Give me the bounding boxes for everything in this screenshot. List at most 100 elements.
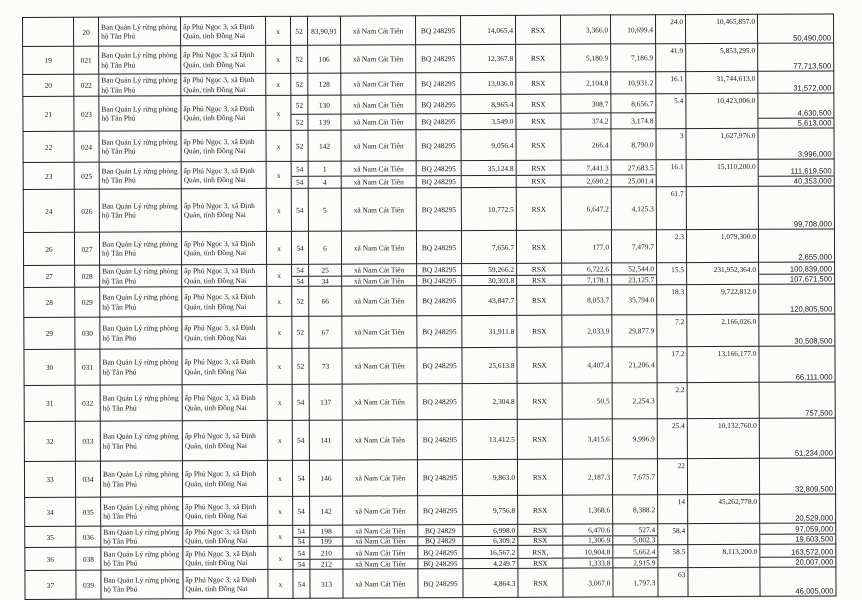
commune-cell: xã Nam Cát Tiên xã Nam Cát Tiên xyxy=(340,94,416,131)
plot-number-cell: 210 212 xyxy=(309,546,343,570)
area: 30,303.8 xyxy=(462,274,517,285)
plot-number: 142 xyxy=(320,506,332,516)
commune: xã Nam Cát Tiên xyxy=(342,274,417,286)
amount: 10,465,857.0 xyxy=(685,14,758,44)
row-number: 30 xyxy=(23,349,76,386)
area: 13,036.0 xyxy=(487,78,514,88)
map-sheet-cell: 54 xyxy=(292,460,310,497)
value-2: 527.4 xyxy=(638,525,656,535)
payment-amount: 51,234,000 xyxy=(794,448,833,458)
map-sheet: 54 xyxy=(296,397,305,407)
row-number: 33 xyxy=(24,461,76,498)
commune: xã Nam Cát Tiên xyxy=(341,112,416,130)
record-code: 029 xyxy=(74,287,100,318)
record-code: 032 xyxy=(75,385,101,422)
land-type-cell: RSX xyxy=(517,383,563,420)
record-code: 035 xyxy=(75,497,101,527)
commune-cell: xã Nam Cát Tiên xyxy=(340,72,416,96)
bq-code-cell: BQ 248295 xyxy=(417,495,463,525)
payment-amount: 40,353,000 xyxy=(758,175,834,186)
value-1-cell: 266.4 xyxy=(560,128,612,161)
amount: 2,166,026.0 xyxy=(686,314,759,347)
row-number: 22 xyxy=(22,131,75,163)
bq-code: BQ 248295 xyxy=(421,54,456,64)
value-1-cell: 6,470.6 1,306.9 xyxy=(562,523,613,546)
bq-code: BQ 248295 xyxy=(421,204,457,214)
land-type: RSX, xyxy=(532,547,549,557)
area-cell: 25,613.8 xyxy=(461,347,518,384)
land-type: RSX xyxy=(531,242,547,252)
owner-name: Ban Quản Lý rừng phòng hộ Tân Phú xyxy=(99,286,182,318)
map-sheet-cell: 52 52 xyxy=(290,95,308,131)
payment-amount: 111,619,500 xyxy=(790,166,832,176)
table-row: 19 021 Ban Quản Lý rừng phòng hộ Tân Phú ấp… xyxy=(22,42,834,75)
land-type: RSX xyxy=(518,557,563,568)
bq-code: BQ 248295 xyxy=(421,265,457,275)
land-type-cell: RSX xyxy=(517,419,563,460)
value-1-cell: 10,904.8 1,333.8 xyxy=(562,544,613,569)
payment-amount: 66,111,000 xyxy=(795,372,833,382)
land-type-cell: RSX xyxy=(515,129,562,161)
record-code: 039 xyxy=(75,570,102,600)
owner-address: ấp Phú Ngọc 3, xã Định Quán, tỉnh Đồng N… xyxy=(181,231,267,265)
payment-amount: 120,805,500 xyxy=(790,304,833,314)
value-1-cell: 50.5 xyxy=(562,382,613,420)
plot-number-cell: 313 xyxy=(309,569,344,599)
commune: xã Nam Cát Tiên xyxy=(354,296,405,306)
land-type: RSX xyxy=(533,525,548,535)
value-1: 1,368.6 xyxy=(587,504,611,515)
value-2: 2,254.3 xyxy=(632,396,655,406)
owner-address: ấp Phú Ngọc 3, xã Định Quán, tỉnh Đồng N… xyxy=(180,95,266,131)
plot-number-cell: 66 xyxy=(308,286,342,317)
land-type-cell: RSX RSX xyxy=(517,524,563,546)
value-2-cell: 21,206.4 xyxy=(611,346,658,383)
amount: 9,722,812.0 xyxy=(686,284,759,315)
map-sheet-cell: 54 xyxy=(291,231,309,265)
amount: 1,627,976.0 xyxy=(685,128,759,160)
payment-cell: 30,508,500 xyxy=(758,313,835,347)
plot-number-cell: 128 xyxy=(307,73,341,96)
plot-number-cell: 130 139 xyxy=(307,95,341,131)
bq-code: BQ 248295 xyxy=(422,296,457,306)
amount: 31,744,613.0 xyxy=(685,71,758,94)
value-2-cell: 52,544.0 23,125.7 xyxy=(611,262,657,285)
land-type-cell: RSX RSX xyxy=(516,263,562,286)
land-type: RSX xyxy=(516,112,561,129)
row-number: 21 xyxy=(22,96,74,132)
map-sheet-cell: 52 xyxy=(291,316,309,349)
commune: xã Nam Cát Tiên xyxy=(341,174,416,188)
plot-number: 130 xyxy=(318,100,330,110)
table-row: 34 035 Ban Quản Lý rừng phòng hộ Tân Phú ấp… xyxy=(24,493,836,527)
row-number: 26 xyxy=(23,232,75,266)
payment-amount: 19,603,500 xyxy=(760,533,836,544)
area-cell: 35,124.8 xyxy=(461,160,517,188)
percent: 17.2 xyxy=(656,346,688,383)
plot-number: 4 xyxy=(308,175,341,188)
mark-x: x xyxy=(267,546,293,570)
commune-cell: xã Nam Cát Tiên xyxy=(341,285,417,317)
value-2-cell: 29,877.9 xyxy=(611,314,657,347)
bq-code-cell: BQ 248295 xyxy=(415,72,461,95)
commune-cell: xã Nam Cát Tiên xyxy=(342,459,418,497)
owner-name: Ban Quản Lý rừng phòng hộ Tân Phú xyxy=(99,188,182,233)
amount xyxy=(687,458,760,495)
value-2-cell: 2,254.3 xyxy=(612,382,658,419)
bq-code-cell: BQ 248295 BQ 248295 xyxy=(415,94,461,130)
bq-code: BQ 248295 xyxy=(417,274,462,285)
value-1: 50.5 xyxy=(596,396,610,406)
area: 59,266.2 xyxy=(488,264,515,274)
owner-address: ấp Phú Ngọc 3, xã Định Quán, tỉnh Đồng N… xyxy=(182,496,268,526)
owner-address: ấp Phú Ngọc 3, xã Định Quán, tỉnh Đồng N… xyxy=(181,316,267,349)
plot-number-cell: 6 xyxy=(308,231,342,265)
row-number: 23 xyxy=(23,162,75,190)
owner-address: ấp Phú Ngọc 3, xã Định Quán, tỉnh Đồng N… xyxy=(182,546,268,570)
payment-amount: 77,713,500 xyxy=(793,61,832,71)
value-2: 5,002.3 xyxy=(613,534,658,544)
owner-address: ấp Phú Ngọc 3, xã Định Quán, tỉnh Đồng N… xyxy=(180,73,266,96)
bq-code-cell: BQ 248295 xyxy=(416,347,463,384)
plot-number: 313 xyxy=(320,579,333,589)
table-row: 29 030 Ban Quản Lý rừng phòng hộ Tân Phú ấp… xyxy=(23,313,835,350)
area-cell: 7,656.7 xyxy=(461,230,517,264)
value-2: 7,675.7 xyxy=(632,472,656,482)
